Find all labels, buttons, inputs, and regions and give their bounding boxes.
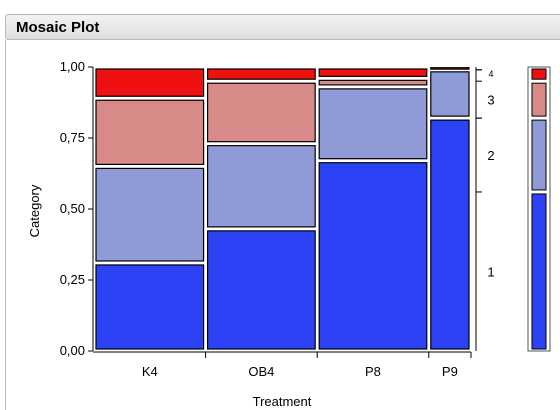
x-tick-label: P8 bbox=[365, 364, 381, 379]
panel-body bbox=[5, 40, 560, 410]
mosaic-cell-K4-cat-2[interactable] bbox=[95, 167, 205, 262]
y-axis-label: Category bbox=[27, 184, 42, 237]
y-tick-label: 0,50 bbox=[60, 201, 85, 216]
panel-header[interactable]: Mosaic Plot bbox=[5, 14, 560, 40]
mosaic-cell-P9-cat-2[interactable] bbox=[430, 71, 470, 117]
x-tick-label: OB4 bbox=[248, 364, 274, 379]
legend-swatch-cat-4 bbox=[531, 68, 547, 80]
mosaic-cell-K4-cat-3[interactable] bbox=[95, 99, 205, 166]
y-tick-label: 0,25 bbox=[60, 272, 85, 287]
right-axis-label: 3 bbox=[487, 93, 494, 108]
y-tick-label: 0,00 bbox=[60, 343, 85, 358]
right-axis-label: 4 bbox=[488, 69, 493, 79]
x-tick-label: K4 bbox=[142, 364, 158, 379]
right-axis-label: 2 bbox=[487, 148, 494, 163]
mosaic-cell-OB4-cat-4[interactable] bbox=[206, 68, 316, 80]
mosaic-cell-P9-cat-1[interactable] bbox=[430, 119, 470, 350]
axes: 0,00 0,25 0,50 0,75 1,00 K4 OB4 P8 P9 bbox=[60, 59, 472, 379]
mosaic-cell-P8-cat-3[interactable] bbox=[318, 79, 428, 86]
legend-bar bbox=[527, 66, 551, 352]
mosaic-cell-K4-cat-4[interactable] bbox=[95, 68, 205, 97]
mosaic-cell-P8-cat-2[interactable] bbox=[318, 88, 428, 160]
right-axis: 1 2 3 4 bbox=[475, 67, 495, 351]
mosaic-cell-P8-cat-4[interactable] bbox=[318, 68, 428, 77]
mosaic-cell-OB4-cat-1[interactable] bbox=[206, 230, 316, 350]
mosaic-cell-OB4-cat-2[interactable] bbox=[206, 145, 316, 228]
x-axis-label: Treatment bbox=[253, 394, 312, 409]
y-tick-label: 1,00 bbox=[60, 59, 85, 74]
panel-title: Mosaic Plot bbox=[16, 19, 100, 36]
legend-swatch-cat-2 bbox=[531, 119, 547, 191]
mosaic-cell-P8-cat-1[interactable] bbox=[318, 162, 428, 350]
mosaic-cell-P9-cat-4[interactable] bbox=[430, 67, 470, 70]
mosaic-cells bbox=[94, 67, 471, 352]
mosaic-cell-OB4-cat-3[interactable] bbox=[206, 82, 316, 143]
legend-swatch-cat-3 bbox=[531, 82, 547, 117]
mosaic-cell-K4-cat-1[interactable] bbox=[95, 264, 205, 350]
x-tick-label: P9 bbox=[442, 364, 458, 379]
y-tick-label: 0,75 bbox=[60, 130, 85, 145]
legend-swatch-cat-1 bbox=[531, 193, 547, 350]
right-axis-label: 1 bbox=[487, 264, 494, 279]
